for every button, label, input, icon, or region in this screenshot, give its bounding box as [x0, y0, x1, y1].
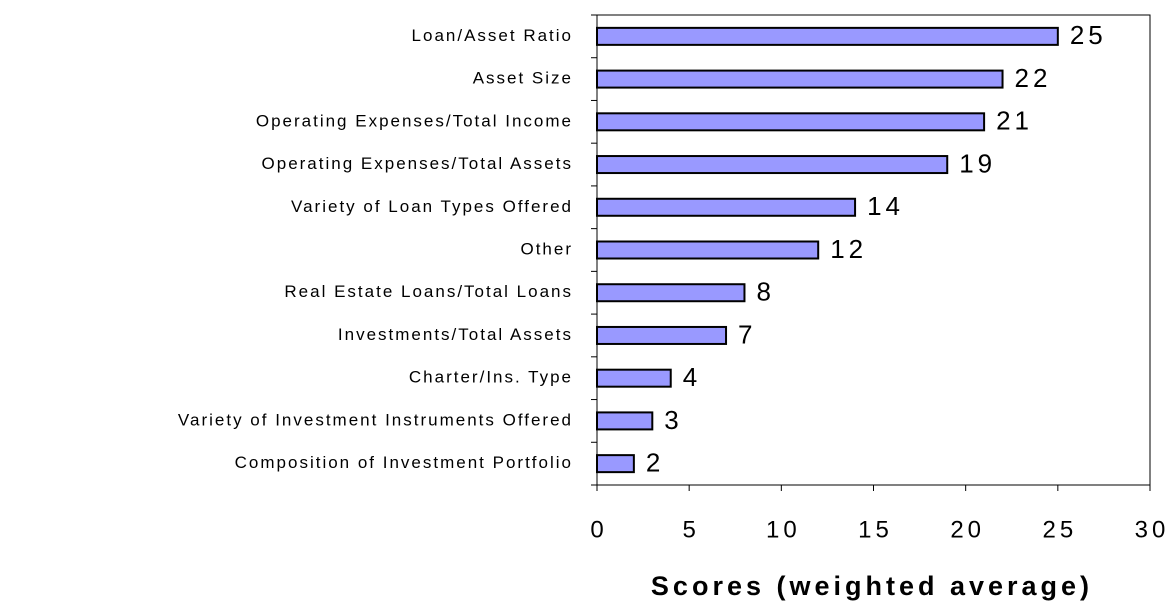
x-tick-label: 20 [950, 516, 985, 543]
value-label: 3 [664, 405, 682, 435]
y-tick-label: Real Estate Loans/Total Loans [284, 282, 573, 301]
bar [596, 112, 986, 132]
bar [596, 197, 857, 217]
y-tick-label: Operating Expenses/Total Assets [262, 154, 573, 173]
bar [596, 368, 672, 388]
x-axis-title: Scores (weighted average) [651, 571, 1093, 601]
bar [596, 325, 728, 345]
bar [596, 283, 746, 303]
y-tick-label: Investments/Total Assets [338, 325, 573, 344]
value-label: 19 [959, 148, 996, 178]
value-label: 22 [1015, 63, 1052, 93]
y-tick-label: Other [520, 239, 573, 258]
value-label: 8 [756, 277, 774, 307]
y-tick-label: Variety of Loan Types Offered [291, 197, 573, 216]
x-tick-label: 10 [766, 516, 801, 543]
x-tick-label: 0 [590, 516, 607, 543]
y-tick-label: Asset Size [473, 69, 573, 88]
bar [596, 411, 654, 431]
y-tick-label: Composition of Investment Portfolio [235, 453, 573, 472]
value-label: 4 [683, 362, 701, 392]
value-label: 25 [1070, 20, 1107, 50]
value-label: 7 [738, 319, 756, 349]
x-tick-label: 5 [682, 516, 699, 543]
bar [596, 155, 949, 175]
bar [596, 26, 1059, 46]
value-label: 2 [646, 448, 664, 478]
y-tick-label: Variety of Investment Instruments Offere… [178, 410, 573, 429]
value-label: 14 [867, 191, 904, 221]
y-tick-label: Operating Expenses/Total Income [256, 111, 573, 130]
x-tick-label: 15 [858, 516, 893, 543]
y-tick-label: Charter/Ins. Type [409, 368, 573, 387]
bar [596, 454, 635, 474]
y-tick-label: Loan/Asset Ratio [412, 26, 573, 45]
value-label: 21 [996, 106, 1033, 136]
bar [596, 240, 820, 260]
value-label: 12 [830, 234, 867, 264]
x-tick-label: 25 [1042, 516, 1077, 543]
bar [596, 69, 1004, 89]
x-tick-label: 30 [1135, 516, 1170, 543]
